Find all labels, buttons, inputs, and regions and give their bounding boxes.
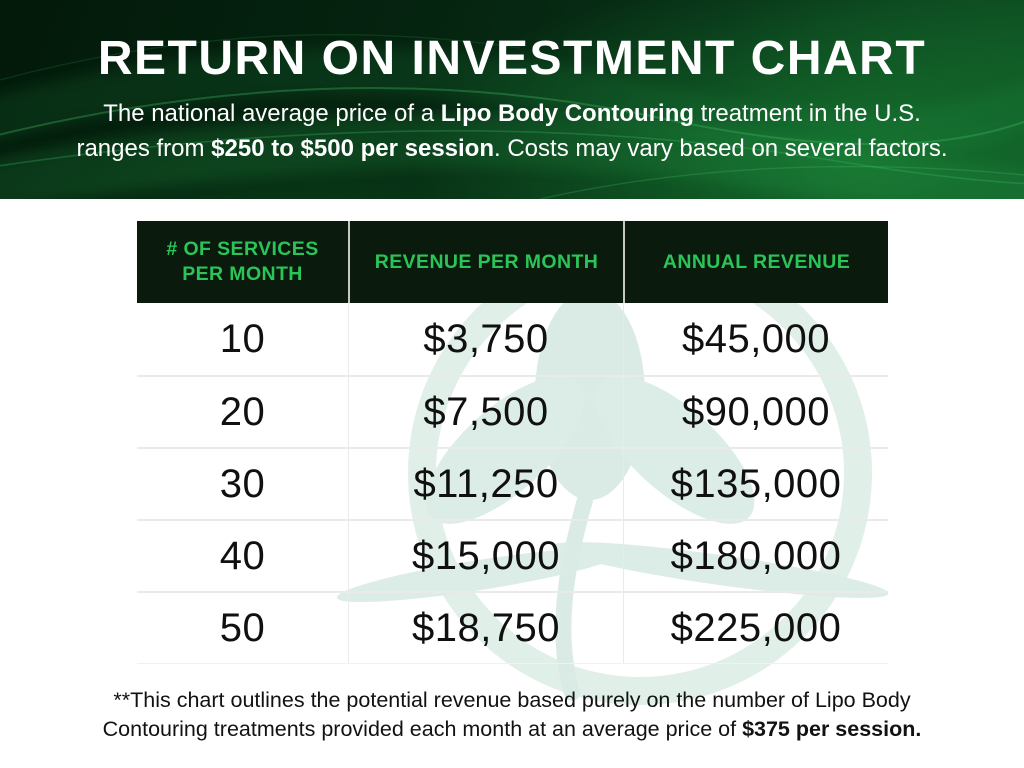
subtitle-text: The national average price of a [103, 100, 441, 127]
subtitle-bold-treatment: Lipo Body Contouring [440, 100, 695, 127]
table-row: 40 $15,000 $180,000 [137, 519, 888, 591]
hero-banner: RETURN ON INVESTMENT CHART The national … [0, 0, 1024, 199]
footnote: **This chart outlines the potential reve… [0, 686, 1024, 744]
hero-text-block: RETURN ON INVESTMENT CHART The national … [0, 0, 1024, 166]
cell-annual-revenue: $225,000 [623, 593, 888, 663]
column-header-monthly-revenue: REVENUE PER MONTH [348, 221, 623, 303]
column-header-services: # OF SERVICES PER MONTH [166, 238, 319, 285]
cell-monthly-revenue: $11,250 [348, 449, 623, 519]
subtitle-bold-price: $250 to $500 per session [211, 135, 495, 162]
cell-annual-revenue: $135,000 [623, 449, 888, 519]
cell-monthly-revenue: $3,750 [348, 303, 623, 375]
footnote-bold-price: $375 per session. [742, 717, 922, 741]
cell-monthly-revenue: $15,000 [348, 521, 623, 591]
cell-annual-revenue: $180,000 [623, 521, 888, 591]
subtitle-line-1: The national average price of a Lipo Bod… [0, 96, 1024, 131]
table-row: 50 $18,750 $225,000 [137, 591, 888, 663]
table-row: 20 $7,500 $90,000 [137, 375, 888, 447]
cell-annual-revenue: $45,000 [623, 303, 888, 375]
roi-table: # OF SERVICES PER MONTH REVENUE PER MONT… [137, 221, 888, 664]
table-row: 10 $3,750 $45,000 [137, 303, 888, 375]
subtitle-text: treatment in the U.S. [694, 100, 921, 127]
footnote-text: Contouring treatments provided each mont… [102, 717, 743, 741]
table-row: 30 $11,250 $135,000 [137, 447, 888, 519]
table-header-row: # OF SERVICES PER MONTH REVENUE PER MONT… [137, 221, 888, 303]
footnote-line-2: Contouring treatments provided each mont… [0, 715, 1024, 744]
column-header-annual-revenue: ANNUAL REVENUE [623, 221, 888, 303]
cell-services: 50 [219, 605, 266, 650]
wave-decoration-icon [0, 33, 1024, 199]
cell-services: 40 [219, 533, 266, 578]
subtitle-text: . Costs may vary based on several factor… [494, 135, 948, 162]
table-body: 10 $3,750 $45,000 20 $7,500 $90,000 30 $… [137, 303, 888, 664]
footnote-line-1: **This chart outlines the potential reve… [113, 688, 911, 712]
cell-services: 30 [219, 461, 266, 506]
subtitle: The national average price of a Lipo Bod… [0, 96, 1024, 166]
subtitle-text: ranges from [76, 135, 212, 162]
cell-monthly-revenue: $7,500 [348, 377, 623, 447]
cell-services: 10 [219, 316, 266, 361]
cell-monthly-revenue: $18,750 [348, 593, 623, 663]
cell-services: 20 [219, 389, 266, 434]
cell-annual-revenue: $90,000 [623, 377, 888, 447]
page-title: RETURN ON INVESTMENT CHART [97, 32, 927, 85]
subtitle-line-2: ranges from $250 to $500 per session. Co… [0, 131, 1024, 166]
